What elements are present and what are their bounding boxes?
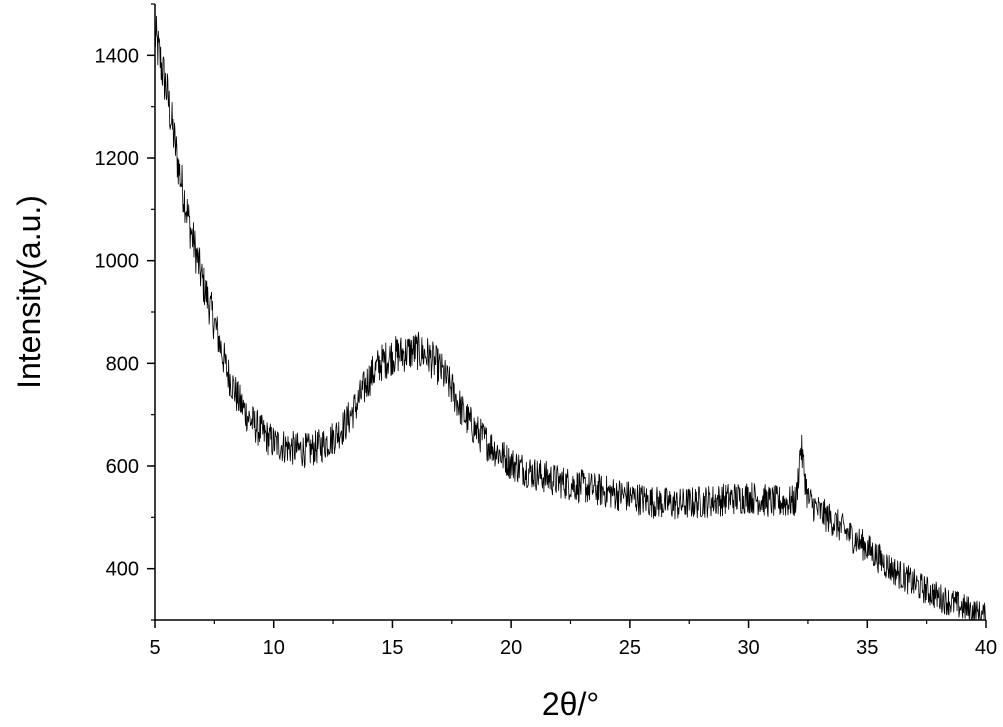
plot-area bbox=[154, 15, 986, 621]
y-tick-label: 600 bbox=[106, 456, 139, 478]
y-axis-title: Intensity(a.u.) bbox=[11, 195, 47, 389]
y-tick-label: 1000 bbox=[95, 251, 140, 273]
y-tick-label: 800 bbox=[106, 353, 139, 375]
x-ticks: 5 10 15 20 25 30 35 40 bbox=[149, 620, 997, 659]
y-ticks: 400 600 800 1000 1200 1400 bbox=[95, 3, 155, 621]
x-tick-label: 35 bbox=[856, 637, 878, 659]
y-tick-label: 400 bbox=[106, 559, 139, 581]
axes: 5 10 15 20 25 30 35 40 400 600 800 1000 1200 1400 bbox=[95, 3, 997, 659]
x-tick-label: 40 bbox=[975, 637, 997, 659]
x-tick-label: 25 bbox=[619, 637, 641, 659]
x-tick-label: 15 bbox=[381, 637, 403, 659]
y-tick-label: 1400 bbox=[95, 45, 140, 67]
y-tick-label: 1200 bbox=[95, 148, 140, 170]
x-tick-label: 10 bbox=[263, 637, 285, 659]
x-tick-label: 20 bbox=[500, 637, 522, 659]
x-tick-label: 30 bbox=[737, 637, 759, 659]
x-axis-title: 2θ/° bbox=[542, 686, 599, 722]
x-tick-label: 5 bbox=[149, 637, 160, 659]
series-line bbox=[154, 15, 986, 621]
